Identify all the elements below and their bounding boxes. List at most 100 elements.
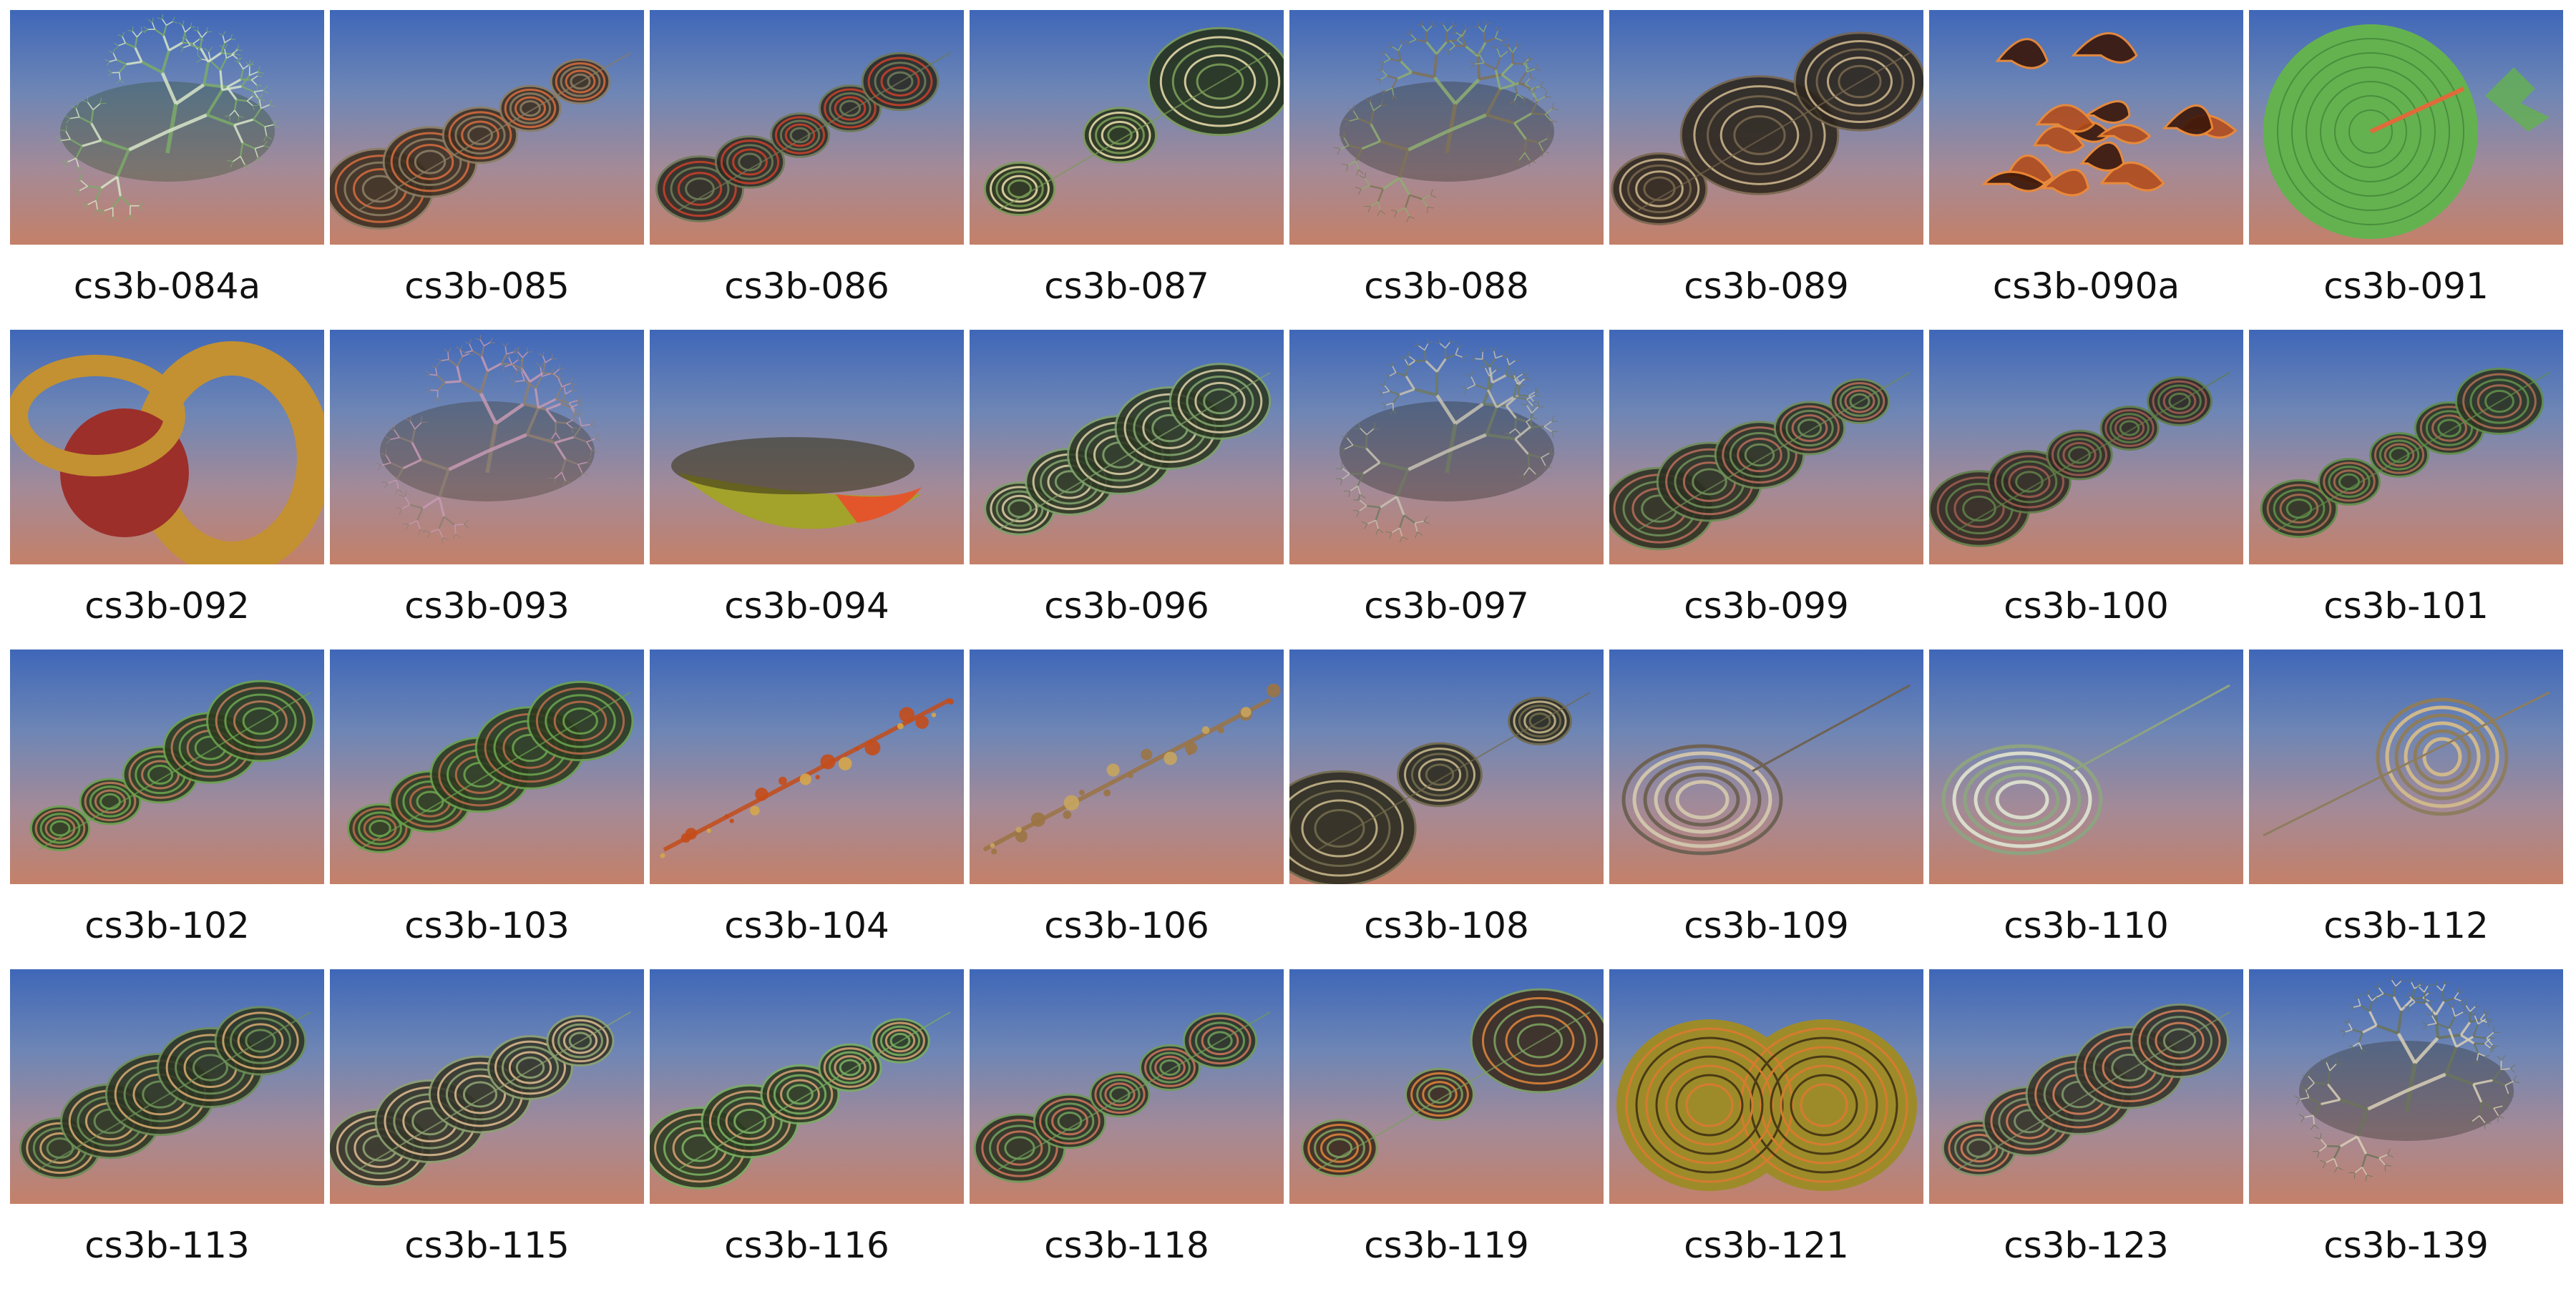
gallery-item[interactable]: cs3b-086	[650, 10, 964, 330]
gallery-item[interactable]: cs3b-103	[330, 650, 644, 969]
gallery-item[interactable]: cs3b-118	[970, 969, 1284, 1289]
branch-fractal-icon	[1289, 330, 1604, 564]
gallery-item[interactable]: cs3b-115	[330, 969, 644, 1289]
fractal-thumbnail[interactable]	[2249, 969, 2563, 1204]
gallery-item[interactable]: cs3b-101	[2249, 330, 2563, 650]
gallery-item[interactable]: cs3b-094	[650, 330, 964, 650]
disk-stack-icon	[650, 969, 964, 1204]
swirl-ring-icon	[1289, 650, 1604, 884]
fractal-thumbnail[interactable]	[970, 969, 1284, 1204]
thumbnail-caption: cs3b-118	[970, 1223, 1284, 1268]
disk-stack-icon	[650, 10, 964, 245]
gallery-item[interactable]: cs3b-110	[1929, 650, 2243, 969]
fractal-thumbnail[interactable]	[1609, 330, 1923, 564]
gallery-item[interactable]: cs3b-092	[10, 330, 324, 650]
gallery-item[interactable]: cs3b-109	[1609, 650, 1923, 969]
thin-strand-icon	[970, 650, 1284, 884]
fractal-thumbnail[interactable]	[1289, 969, 1604, 1204]
thumbnail-caption: cs3b-091	[2249, 264, 2563, 308]
fractal-thumbnail[interactable]	[1929, 969, 2243, 1204]
gallery-item[interactable]: cs3b-106	[970, 650, 1284, 969]
thumbnail-caption: cs3b-123	[1929, 1223, 2243, 1268]
disk-stack-icon	[330, 650, 644, 884]
thumbnail-caption: cs3b-093	[330, 584, 644, 628]
thumbnail-caption: cs3b-100	[1929, 584, 2243, 628]
gallery-item[interactable]: cs3b-089	[1609, 10, 1923, 330]
gallery-item[interactable]: cs3b-116	[650, 969, 964, 1289]
fractal-thumbnail[interactable]	[2249, 650, 2563, 884]
fractal-thumbnail[interactable]	[1609, 969, 1923, 1204]
thumbnail-caption: cs3b-084a	[10, 264, 324, 308]
gallery-item[interactable]: cs3b-121	[1609, 969, 1923, 1289]
gallery-item[interactable]: cs3b-085	[330, 10, 644, 330]
fractal-thumbnail[interactable]	[650, 330, 964, 564]
fractal-thumbnail[interactable]	[1609, 10, 1923, 245]
gallery-item[interactable]: cs3b-097	[1289, 330, 1604, 650]
fractal-thumbnail[interactable]	[1289, 330, 1604, 564]
flame-fractal-icon	[1929, 10, 2243, 245]
fractal-thumbnail[interactable]	[1289, 650, 1604, 884]
thumbnail-caption: cs3b-109	[1609, 903, 1923, 948]
blob-icon	[1609, 969, 1923, 1204]
fractal-thumbnail[interactable]	[1929, 650, 2243, 884]
fractal-thumbnail[interactable]	[10, 650, 324, 884]
fractal-thumbnail[interactable]	[650, 10, 964, 245]
fractal-thumbnail[interactable]	[330, 650, 644, 884]
gallery-item[interactable]: cs3b-088	[1289, 10, 1604, 330]
gallery-item[interactable]: cs3b-087	[970, 10, 1284, 330]
thumbnail-caption: cs3b-088	[1289, 264, 1604, 308]
fractal-thumbnail[interactable]	[330, 330, 644, 564]
thumbnail-caption: cs3b-086	[650, 264, 964, 308]
fractal-thumbnail[interactable]	[1929, 10, 2243, 245]
swirl-ring-icon	[1289, 969, 1604, 1204]
fractal-thumbnail[interactable]	[970, 650, 1284, 884]
thumbnail-caption: cs3b-110	[1929, 903, 2243, 948]
disk-stack-icon	[330, 969, 644, 1204]
gallery-item[interactable]: cs3b-112	[2249, 650, 2563, 969]
gallery-item[interactable]: cs3b-104	[650, 650, 964, 969]
gallery-item[interactable]: cs3b-108	[1289, 650, 1604, 969]
fractal-thumbnail[interactable]	[10, 10, 324, 245]
gallery-item[interactable]: cs3b-099	[1609, 330, 1923, 650]
gallery-item[interactable]: cs3b-102	[10, 650, 324, 969]
torus-icon	[10, 330, 324, 564]
thumbnail-caption: cs3b-096	[970, 584, 1284, 628]
thumbnail-caption: cs3b-094	[650, 584, 964, 628]
thumbnail-caption: cs3b-116	[650, 1223, 964, 1268]
fractal-thumbnail[interactable]	[2249, 330, 2563, 564]
fractal-thumbnail[interactable]	[2249, 10, 2563, 245]
gallery-item[interactable]: cs3b-119	[1289, 969, 1604, 1289]
gallery-item[interactable]: cs3b-100	[1929, 330, 2243, 650]
thumbnail-caption: cs3b-103	[330, 903, 644, 948]
fractal-thumbnail[interactable]	[1289, 10, 1604, 245]
fractal-thumbnail[interactable]	[10, 330, 324, 564]
fractal-thumbnail[interactable]	[970, 10, 1284, 245]
thumbnail-caption: cs3b-089	[1609, 264, 1923, 308]
fractal-thumbnail[interactable]	[970, 330, 1284, 564]
thumbnail-caption: cs3b-119	[1289, 1223, 1604, 1268]
cone-icon	[2249, 650, 2563, 884]
fractal-thumbnail[interactable]	[330, 969, 644, 1204]
gallery-item[interactable]: cs3b-123	[1929, 969, 2243, 1289]
disk-stack-icon	[970, 330, 1284, 564]
thumbnail-caption: cs3b-097	[1289, 584, 1604, 628]
disk-stack-icon	[1929, 330, 2243, 564]
fractal-thumbnail[interactable]	[330, 10, 644, 245]
gallery-item[interactable]: cs3b-091	[2249, 10, 2563, 330]
fractal-thumbnail[interactable]	[10, 969, 324, 1204]
gallery-item[interactable]: cs3b-090a	[1929, 10, 2243, 330]
gallery-item[interactable]: cs3b-139	[2249, 969, 2563, 1289]
gallery-item[interactable]: cs3b-084a	[10, 10, 324, 330]
fractal-thumbnail[interactable]	[1609, 650, 1923, 884]
ring-icon	[1609, 650, 1923, 884]
fractal-thumbnail[interactable]	[650, 969, 964, 1204]
disk-stack-icon	[330, 10, 644, 245]
gallery-item[interactable]: cs3b-113	[10, 969, 324, 1289]
fractal-thumbnail[interactable]	[650, 650, 964, 884]
fractal-thumbnail[interactable]	[1929, 330, 2243, 564]
gallery-item[interactable]: cs3b-096	[970, 330, 1284, 650]
thumbnail-caption: cs3b-139	[2249, 1223, 2563, 1268]
gallery-item[interactable]: cs3b-093	[330, 330, 644, 650]
thumbnail-caption: cs3b-099	[1609, 584, 1923, 628]
